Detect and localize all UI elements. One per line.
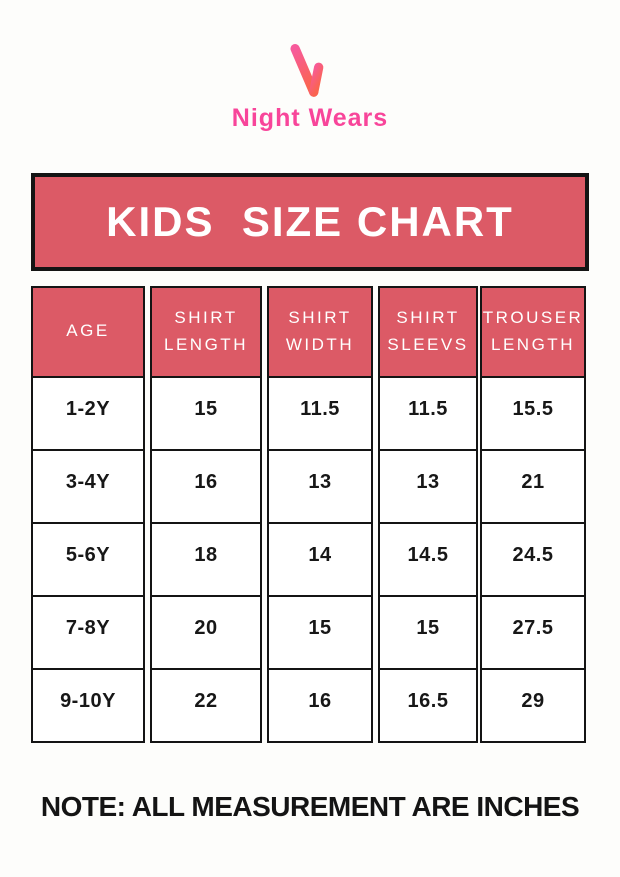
table-cell: 21 [482,451,584,524]
table-cell: 7-8Y [33,597,143,670]
table-cell: 13 [269,451,371,524]
table-cell: 16.5 [407,689,449,712]
column-header-shirt-sleevs: SHIRT SLEEVS [380,287,476,378]
table-cell: 20 [152,597,260,670]
column-shirt-width: SHIRT WIDTH 11.5 13 14 15 16 [267,285,373,743]
column-shirt-sleevs: SHIRT SLEEVS 11.5 13 14.5 15 16.5 [378,285,478,743]
column-header-shirt-width: SHIRT WIDTH [269,287,371,378]
table-cell: 16 [308,689,332,712]
table-cell: 16 [152,451,260,524]
table-cell: 11.5 [269,378,371,451]
column-age: AGE 1-2Y 3-4Y 5-6Y 7-8Y 9-10Y [31,285,145,743]
nw-monogram-icon [290,44,332,97]
title-banner: KIDS SIZE CHART [31,172,589,271]
column-header-trouser-length: TROUSER LENGTH [482,287,584,378]
column-header-age: AGE [33,287,143,378]
table-cell: 24.5 [482,524,584,597]
size-chart-table: AGE 1-2Y 3-4Y 5-6Y 7-8Y 9-10Y SHIRT LENG… [31,285,586,743]
brand-logo: Night Wears [0,0,620,133]
table-cell: 13 [380,451,476,524]
column-trouser-length: TROUSER LENGTH 15.5 21 24.5 27.5 29 [480,285,586,743]
column-shirt-length: SHIRT LENGTH 15 16 18 20 22 [150,285,262,743]
table-cell: 29 [521,689,545,712]
table-cell: 22 [194,689,218,712]
column-header-shirt-length: SHIRT LENGTH [152,287,260,378]
table-cell: 3-4Y [33,451,143,524]
table-cell: 11.5 [380,378,476,451]
page-title: KIDS SIZE CHART [106,197,514,245]
table-cell: 1-2Y [33,378,143,451]
table-cell: 18 [152,524,260,597]
measurement-note: NOTE: ALL MEASUREMENT ARE INCHES [40,790,580,822]
table-cell: 15 [269,597,371,670]
table-cell: 15 [380,597,476,670]
table-cell: 5-6Y [33,524,143,597]
table-cell: 14 [269,524,371,597]
brand-wordmark: Night Wears [231,104,389,132]
table-cell: 15 [152,378,260,451]
table-cell: 27.5 [482,597,584,670]
table-cell: 15.5 [482,378,584,451]
table-cell: 14.5 [380,524,476,597]
table-cell: 9-10Y [60,689,116,712]
